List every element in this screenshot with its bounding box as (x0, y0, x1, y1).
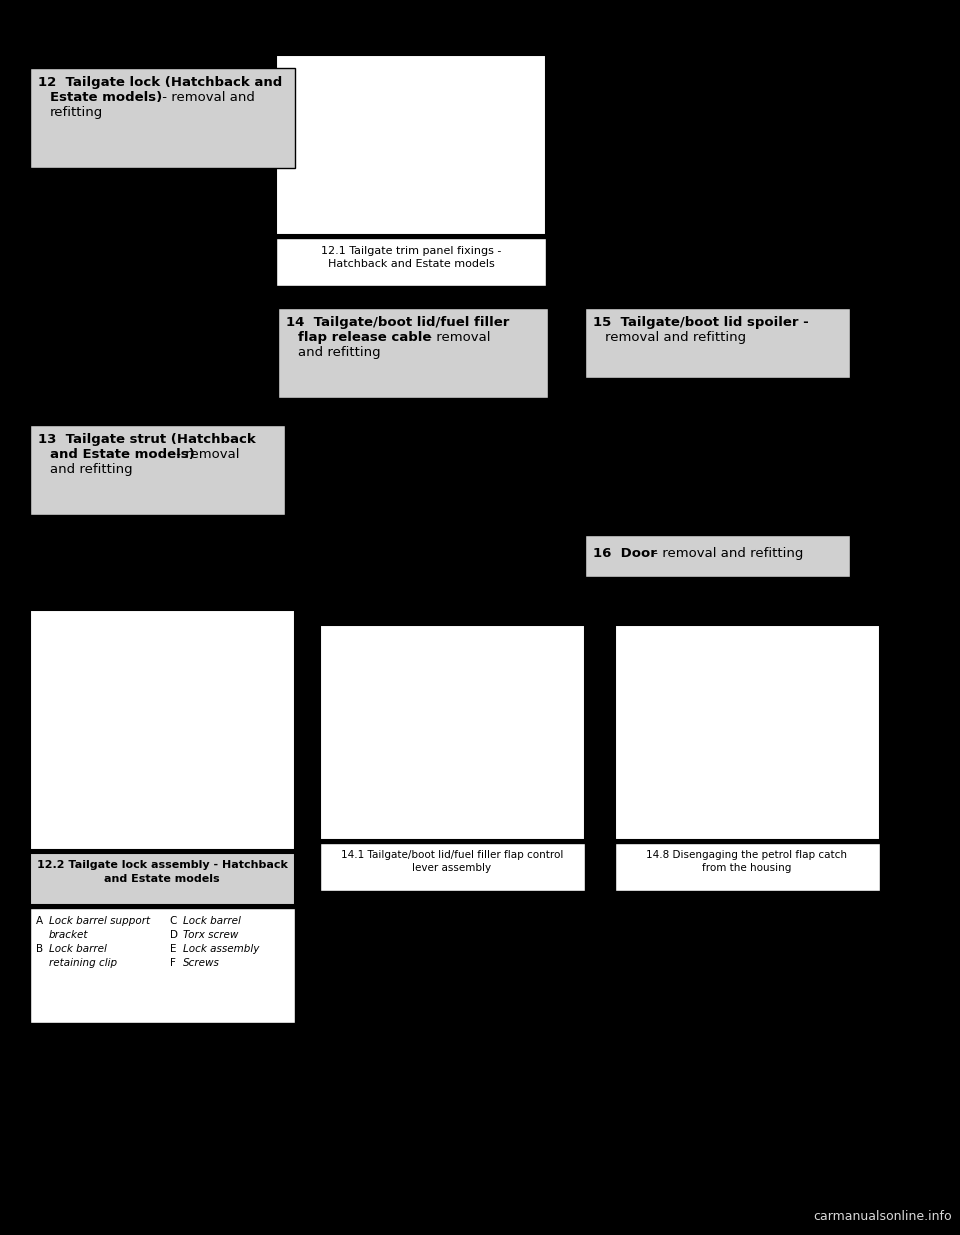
Bar (30, 908, 295, 1023)
Text: Hatchback and Estate models: Hatchback and Estate models (327, 259, 494, 269)
Bar (30, 610, 295, 850)
Text: - removal: - removal (172, 448, 239, 461)
Bar (615, 844, 880, 890)
Bar (30, 68, 295, 168)
Text: Estate models): Estate models) (50, 91, 162, 104)
Text: 14.8 Disengaging the petrol flap catch: 14.8 Disengaging the petrol flap catch (646, 850, 848, 860)
Text: retaining clip: retaining clip (49, 958, 117, 968)
Text: D: D (170, 930, 181, 940)
Text: E: E (170, 944, 180, 953)
Text: 12.1 Tailgate trim panel fixings -: 12.1 Tailgate trim panel fixings - (321, 246, 501, 256)
Text: bracket: bracket (49, 930, 88, 940)
Text: lever assembly: lever assembly (413, 863, 492, 873)
Text: 12.2 Tailgate lock assembly - Hatchback: 12.2 Tailgate lock assembly - Hatchback (36, 860, 287, 869)
Text: Lock barrel: Lock barrel (183, 916, 241, 926)
Text: and Estate models: and Estate models (105, 874, 220, 884)
Bar (30, 853, 295, 905)
Bar (278, 308, 548, 398)
Text: 14  Tailgate/boot lid/fuel filler: 14 Tailgate/boot lid/fuel filler (286, 316, 510, 329)
Text: flap release cable: flap release cable (298, 331, 431, 345)
Text: 15  Tailgate/boot lid spoiler -: 15 Tailgate/boot lid spoiler - (593, 316, 808, 329)
Text: 16  Door: 16 Door (593, 547, 657, 559)
Text: - removal: - removal (423, 331, 491, 345)
Text: and refitting: and refitting (298, 346, 380, 359)
Text: Screws: Screws (183, 958, 220, 968)
Text: carmanualsonline.info: carmanualsonline.info (813, 1210, 952, 1223)
Text: refitting: refitting (50, 106, 104, 119)
Text: and refitting: and refitting (50, 463, 132, 475)
Bar (320, 625, 585, 840)
Text: and Estate models): and Estate models) (50, 448, 195, 461)
Text: 12  Tailgate lock (Hatchback and: 12 Tailgate lock (Hatchback and (38, 77, 282, 89)
Text: A: A (36, 916, 46, 926)
Bar (276, 56, 546, 235)
Text: - removal and refitting: - removal and refitting (649, 547, 804, 559)
Bar (615, 625, 880, 840)
Text: C: C (170, 916, 180, 926)
Text: Lock assembly: Lock assembly (183, 944, 259, 953)
Text: F: F (170, 958, 180, 968)
Text: from the housing: from the housing (703, 863, 792, 873)
Text: Lock barrel: Lock barrel (49, 944, 107, 953)
Text: B: B (36, 944, 46, 953)
Text: Lock barrel support: Lock barrel support (49, 916, 150, 926)
Bar (30, 425, 285, 515)
Bar (585, 308, 850, 378)
Text: removal and refitting: removal and refitting (605, 331, 746, 345)
Text: 14.1 Tailgate/boot lid/fuel filler flap control: 14.1 Tailgate/boot lid/fuel filler flap … (341, 850, 564, 860)
Bar (320, 844, 585, 890)
Bar (585, 535, 850, 577)
Text: 13  Tailgate strut (Hatchback: 13 Tailgate strut (Hatchback (38, 433, 255, 446)
Text: - removal and: - removal and (158, 91, 254, 104)
Bar (276, 238, 546, 287)
Text: Torx screw: Torx screw (183, 930, 238, 940)
